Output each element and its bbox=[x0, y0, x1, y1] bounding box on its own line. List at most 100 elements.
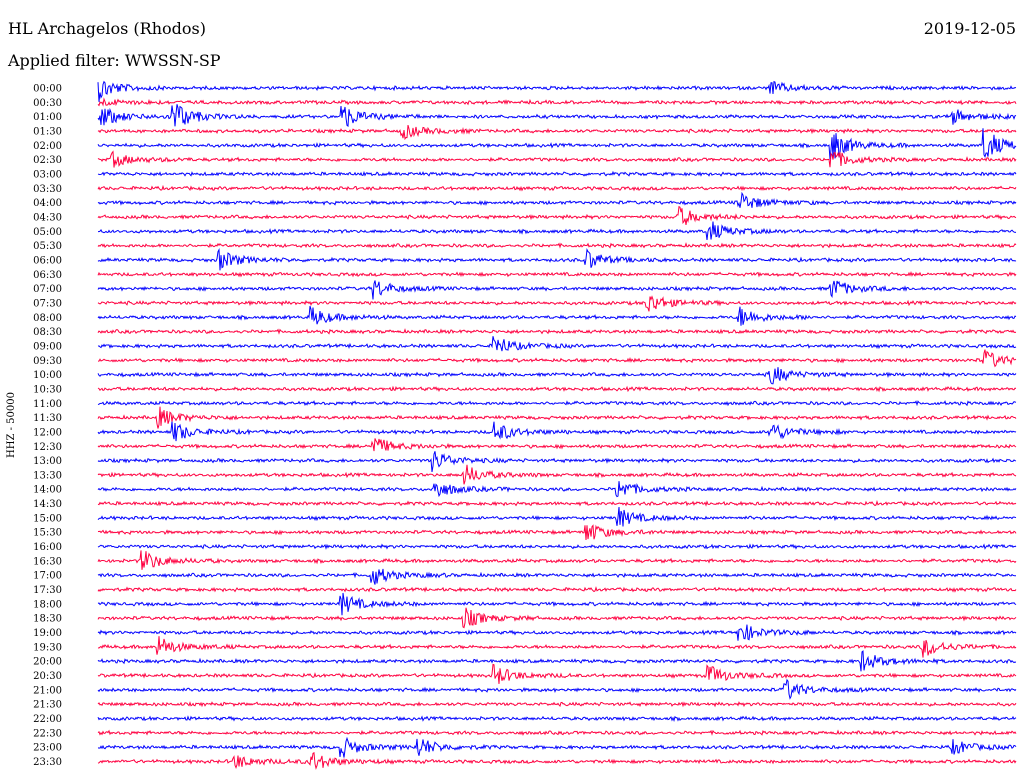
trace-line bbox=[97, 150, 1017, 168]
time-tick-label: 17:00 bbox=[33, 571, 62, 582]
time-tick-label: 11:00 bbox=[33, 399, 62, 410]
trace-line bbox=[97, 678, 1017, 700]
time-tick-label: 06:00 bbox=[33, 256, 62, 267]
time-tick-label: 05:30 bbox=[33, 241, 62, 252]
time-tick-label: 09:30 bbox=[33, 356, 62, 367]
trace-line bbox=[97, 568, 1017, 585]
time-tick-label: 11:30 bbox=[33, 413, 62, 424]
time-tick-label: 07:00 bbox=[33, 284, 62, 295]
trace-line bbox=[97, 170, 1017, 178]
time-tick-label: 18:30 bbox=[33, 614, 62, 625]
trace-line bbox=[97, 191, 1017, 208]
trace-line bbox=[97, 97, 1017, 107]
trace-line bbox=[97, 701, 1017, 708]
trace-line bbox=[97, 650, 1017, 672]
time-tick-label: 02:30 bbox=[33, 155, 62, 166]
time-tick-label: 22:00 bbox=[33, 714, 62, 725]
trace-line bbox=[97, 280, 1017, 300]
time-tick-label: 23:00 bbox=[33, 743, 62, 754]
time-tick-label: 06:30 bbox=[33, 270, 62, 281]
time-tick-label: 07:30 bbox=[33, 298, 62, 309]
trace-line bbox=[97, 385, 1017, 393]
time-tick-label: 02:00 bbox=[33, 141, 62, 152]
time-tick-labels: 00:00 00:30 01:00 01:30 02:00 02:30 03:00 03:30… bbox=[33, 84, 62, 769]
time-tick-label: 10:00 bbox=[33, 370, 62, 381]
time-tick-label: 12:30 bbox=[33, 442, 62, 453]
trace-line bbox=[97, 270, 1017, 278]
filter-label: Applied filter: WWSSN-SP bbox=[7, 51, 221, 70]
trace-line bbox=[98, 349, 1017, 368]
trace-line bbox=[97, 336, 1017, 352]
trace-line bbox=[97, 663, 1017, 684]
time-tick-label: 16:30 bbox=[33, 556, 62, 567]
time-tick-label: 10:30 bbox=[33, 384, 62, 395]
trace-line bbox=[98, 221, 1017, 240]
time-tick-label: 01:30 bbox=[33, 127, 62, 138]
trace-line bbox=[97, 128, 1017, 160]
trace-line bbox=[97, 729, 1017, 736]
trace-line bbox=[97, 80, 1017, 102]
time-tick-label: 13:30 bbox=[33, 470, 62, 481]
trace-line bbox=[97, 524, 1017, 541]
time-tick-label: 15:00 bbox=[33, 513, 62, 524]
time-tick-label: 19:30 bbox=[33, 642, 62, 653]
trace-line bbox=[97, 636, 1017, 658]
trace-line bbox=[97, 481, 1017, 498]
trace-line bbox=[97, 592, 1017, 616]
trace-line bbox=[97, 295, 1017, 312]
trace-rows bbox=[97, 80, 1017, 770]
time-tick-label: 21:30 bbox=[33, 700, 62, 711]
trace-line bbox=[97, 205, 1017, 225]
time-tick-label: 13:00 bbox=[33, 456, 62, 467]
time-tick-label: 16:00 bbox=[33, 542, 62, 553]
time-tick-label: 05:00 bbox=[33, 227, 62, 238]
trace-line bbox=[97, 451, 1017, 472]
time-tick-label: 18:00 bbox=[33, 599, 62, 610]
time-tick-label: 22:30 bbox=[33, 728, 62, 739]
trace-line bbox=[97, 624, 1017, 641]
time-tick-label: 14:00 bbox=[33, 485, 62, 496]
time-tick-label: 08:30 bbox=[33, 327, 62, 338]
trace-line bbox=[97, 305, 1017, 326]
trace-line bbox=[97, 550, 1017, 570]
trace-line bbox=[97, 242, 1017, 249]
time-tick-label: 14:30 bbox=[33, 499, 62, 510]
time-tick-label: 15:30 bbox=[33, 528, 62, 539]
trace-line bbox=[97, 328, 1017, 335]
time-tick-label: 08:00 bbox=[33, 313, 62, 324]
trace-line bbox=[97, 438, 1017, 452]
trace-line bbox=[97, 500, 1017, 507]
trace-line bbox=[97, 184, 1017, 192]
time-tick-label: 00:30 bbox=[33, 98, 62, 109]
trace-line bbox=[97, 543, 1017, 550]
station-title: HL Archagelos (Rhodos) bbox=[8, 19, 206, 38]
trace-line bbox=[97, 124, 1017, 141]
time-tick-label: 20:00 bbox=[33, 657, 62, 668]
time-tick-label: 12:00 bbox=[33, 427, 62, 438]
trace-line bbox=[97, 464, 1017, 485]
trace-line bbox=[97, 752, 1017, 770]
trace-line bbox=[97, 586, 1017, 593]
time-tick-label: 04:30 bbox=[33, 213, 62, 224]
trace-line bbox=[97, 715, 1017, 722]
time-tick-label: 04:00 bbox=[33, 198, 62, 209]
time-tick-label: 20:30 bbox=[33, 671, 62, 682]
date-label: 2019-12-05 bbox=[924, 19, 1016, 38]
time-tick-label: 23:30 bbox=[33, 757, 62, 768]
channel-axis-label: HHZ - 50000 bbox=[6, 392, 17, 458]
time-tick-label: 03:30 bbox=[33, 184, 62, 195]
trace-line bbox=[97, 506, 1017, 527]
trace-line bbox=[97, 367, 1017, 385]
trace-line bbox=[97, 736, 1017, 758]
trace-line bbox=[97, 607, 1017, 629]
time-tick-label: 21:00 bbox=[33, 685, 62, 696]
time-tick-label: 01:00 bbox=[33, 112, 62, 123]
time-tick-label: 03:00 bbox=[33, 170, 62, 181]
trace-line bbox=[97, 421, 1017, 442]
trace-line bbox=[97, 104, 1017, 128]
time-tick-label: 09:00 bbox=[33, 341, 62, 352]
trace-line bbox=[97, 406, 1017, 429]
trace-line bbox=[97, 248, 1017, 271]
time-tick-label: 19:00 bbox=[33, 628, 62, 639]
